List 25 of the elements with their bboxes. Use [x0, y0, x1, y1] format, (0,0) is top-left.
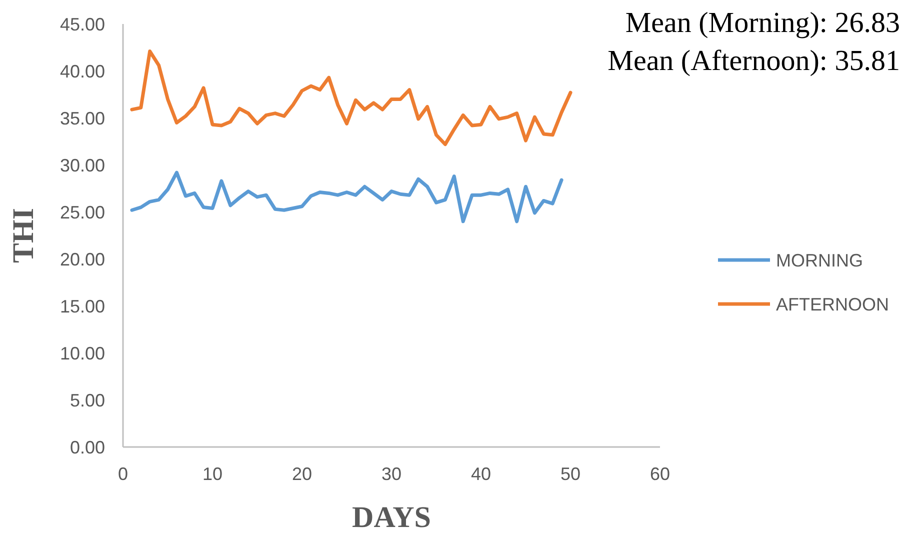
x-tick-label: 20: [292, 464, 312, 484]
x-tick-label: 30: [381, 464, 402, 484]
y-tick-label: 35.00: [60, 108, 105, 128]
x-tick-label: 40: [470, 464, 492, 484]
line-series: [130, 50, 572, 146]
annotation: Mean (Morning): 26.83: [625, 7, 900, 39]
x-tick-label: 10: [202, 464, 223, 484]
y-tick-label: 15.00: [60, 296, 105, 316]
y-tick-label: 30.00: [60, 155, 105, 176]
y-tick-label: 40.00: [60, 61, 105, 82]
y-axis-title: THI: [7, 208, 40, 264]
legend-label: MORNING: [776, 250, 863, 270]
annotation: Mean (Afternoon): 35.81: [608, 45, 900, 77]
x-axis-title: DAYS: [352, 501, 431, 533]
y-tick-label: 0.00: [70, 437, 105, 458]
x-tick-label: 50: [560, 464, 581, 484]
y-tick-label: 20.00: [60, 249, 105, 270]
y-tick-label: 25.00: [60, 202, 105, 222]
y-tick-label: 45.00: [60, 14, 105, 34]
x-tick-label: 60: [650, 464, 670, 484]
legend-label: AFTERNOON: [776, 294, 890, 314]
x-tick-label: 0: [118, 464, 128, 484]
y-tick-label: 5.00: [70, 390, 105, 410]
y-tick-label: 10.00: [60, 343, 105, 364]
line-series: [130, 170, 564, 224]
